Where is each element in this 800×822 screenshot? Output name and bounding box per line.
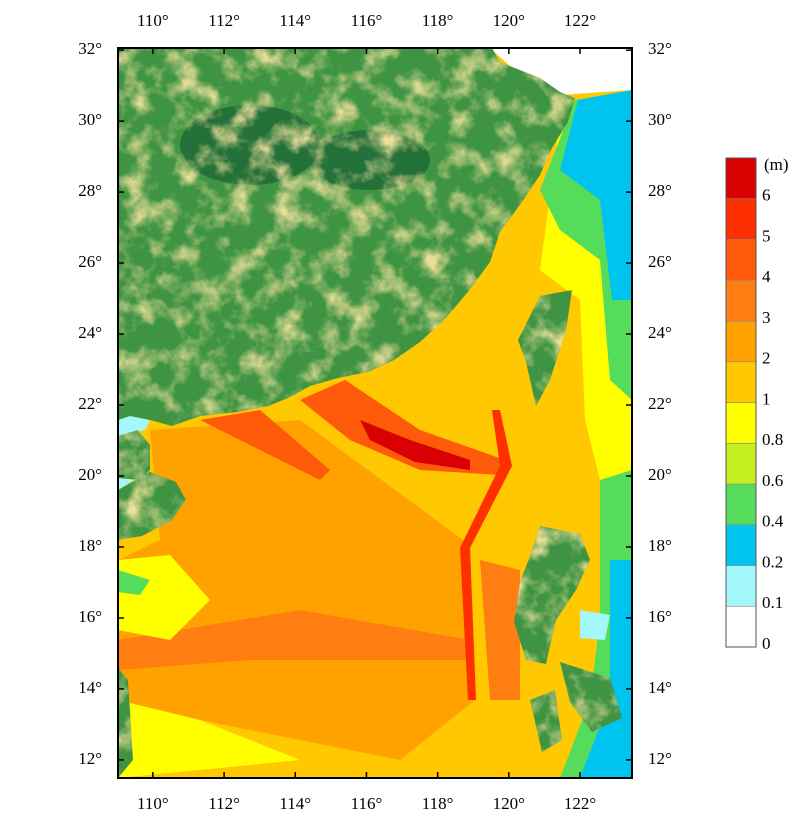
colorbar-label: 1 <box>762 389 771 408</box>
wave-zone <box>580 610 610 640</box>
x-tick-label: 116° <box>351 794 383 813</box>
x-tick-label: 118° <box>422 11 454 30</box>
colorbar-frame <box>725 157 757 648</box>
y-tick-label: 20° <box>78 465 102 484</box>
colorbar-label: 0.4 <box>762 512 784 531</box>
wave-zone <box>118 570 150 595</box>
colorbar-segment <box>725 198 757 240</box>
y-tick-label: 22° <box>648 394 672 413</box>
colorbar-label: 0.6 <box>762 471 783 490</box>
colorbar-segment <box>725 442 757 485</box>
x-tick-label: 110° <box>137 794 169 813</box>
y-tick-label: 26° <box>78 252 102 271</box>
y-tick-label: 14° <box>78 678 102 697</box>
map-frame <box>117 47 633 779</box>
y-tick-label: 12° <box>648 749 672 768</box>
colorbar-label: 0.8 <box>762 430 783 449</box>
y-tick-label: 16° <box>648 607 672 626</box>
y-tick-label: 20° <box>648 465 672 484</box>
wave-zone <box>480 560 520 700</box>
x-tick-label: 114° <box>279 11 311 30</box>
y-tick-label: 28° <box>78 181 102 200</box>
y-tick-label: 32° <box>648 39 672 58</box>
x-tick-label: 116° <box>351 11 383 30</box>
colorbar: (m) 0 0.1 0.2 0.4 0.6 0.8 1 2 3 4 5 6 <box>725 155 789 653</box>
x-tick-label: 120° <box>493 11 525 30</box>
axes: 110° 110° 112° 112° 114° 114° 116° 116° 118° 118°… <box>78 11 672 813</box>
colorbar-segment <box>725 157 757 200</box>
wave-zone <box>200 410 330 480</box>
x-tick-label: 112° <box>208 11 240 30</box>
wave-zone <box>118 610 470 670</box>
colorbar-label: 4 <box>762 267 771 286</box>
y-tick-label: 12° <box>78 749 102 768</box>
wave-zone <box>118 416 150 436</box>
colorbar-segment <box>725 565 757 607</box>
colorbar-segment <box>725 605 757 648</box>
x-tick-label: 122° <box>564 11 596 30</box>
y-tick-label: 28° <box>648 181 672 200</box>
colorbar-label: 0.1 <box>762 593 783 612</box>
colorbar-segment <box>725 279 757 322</box>
colorbar-segment <box>725 320 757 363</box>
x-tick-label: 110° <box>137 11 169 30</box>
colorbar-segment <box>725 524 757 566</box>
y-tick-label: 30° <box>648 110 672 129</box>
y-tick-label: 24° <box>78 323 102 342</box>
colorbar-segment <box>725 402 757 444</box>
y-tick-label: 22° <box>78 394 102 413</box>
colorbar-segment <box>725 483 757 526</box>
wave-zone <box>118 555 210 640</box>
wave-zone <box>460 410 512 700</box>
colorbar-segment <box>725 361 757 403</box>
colorbar-label: 0.2 <box>762 552 783 571</box>
wave-zone <box>300 380 505 475</box>
y-tick-label: 18° <box>78 536 102 555</box>
colorbar-label: 3 <box>762 308 771 327</box>
map-area <box>118 48 632 778</box>
y-tick-label: 16° <box>78 607 102 626</box>
x-tick-label: 118° <box>422 794 454 813</box>
colorbar-label: 0 <box>762 634 771 653</box>
y-tick-label: 14° <box>648 678 672 697</box>
wave-zone <box>490 48 632 95</box>
wave-zone <box>118 420 475 760</box>
colorbar-label: 5 <box>762 226 771 245</box>
colorbar-label: 6 <box>762 186 771 205</box>
x-tick-label: 120° <box>493 794 525 813</box>
y-tick-label: 26° <box>648 252 672 271</box>
colorbar-segment <box>725 239 757 281</box>
x-tick-label: 112° <box>208 794 240 813</box>
y-tick-label: 30° <box>78 110 102 129</box>
y-tick-label: 24° <box>648 323 672 342</box>
wave-zone <box>360 420 470 470</box>
x-tick-label: 122° <box>564 794 596 813</box>
colorbar-unit: (m) <box>764 155 789 174</box>
y-tick-label: 32° <box>78 39 102 58</box>
y-tick-label: 18° <box>648 536 672 555</box>
colorbar-label: 2 <box>762 349 771 368</box>
wave-zone <box>580 560 632 778</box>
wave-zone <box>118 700 300 778</box>
x-tick-label: 114° <box>279 794 311 813</box>
wave-zone <box>560 90 632 300</box>
